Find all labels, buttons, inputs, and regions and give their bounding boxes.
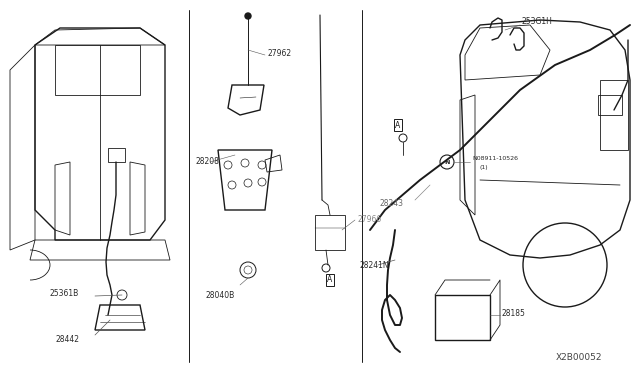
Text: (1): (1) [480,166,488,170]
Text: 27962: 27962 [267,49,291,58]
Text: 27966: 27966 [357,215,381,224]
Text: A: A [396,121,401,129]
Text: 28040B: 28040B [205,291,234,299]
Text: 28442: 28442 [55,336,79,344]
Text: X2B00052: X2B00052 [556,353,602,362]
Text: A: A [328,276,333,285]
Circle shape [245,13,251,19]
Text: 28241N: 28241N [360,260,390,269]
Text: N08911-10526: N08911-10526 [472,155,518,160]
Text: 253G1H: 253G1H [522,17,553,26]
Text: 25361B: 25361B [50,289,79,298]
Text: 28243: 28243 [380,199,404,208]
Text: 28185: 28185 [502,308,526,317]
Text: N: N [444,160,450,164]
Text: 28208: 28208 [195,157,219,166]
